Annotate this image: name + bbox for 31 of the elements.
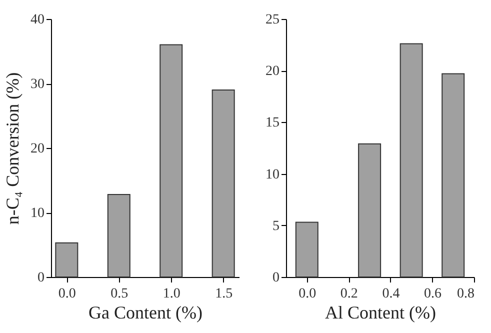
- y-tick-label: 25: [266, 12, 280, 28]
- bar: [160, 44, 183, 278]
- x-tick-label: 0.0: [298, 286, 316, 302]
- x-axis-title: Al Content (%): [325, 302, 436, 322]
- y-tick-label: 0: [38, 270, 44, 286]
- x-tick-label: 1.5: [215, 286, 233, 302]
- bar: [212, 89, 235, 278]
- bar: [55, 242, 78, 278]
- y-tick-label: 15: [266, 116, 280, 131]
- y-tick-label: 40: [30, 12, 44, 28]
- x-tick-label: 1.0: [162, 286, 180, 302]
- y-tick-label: 10: [266, 167, 280, 182]
- x-tick-label: 0.8: [457, 286, 474, 302]
- y-tick-label: 0: [272, 270, 280, 286]
- y-tick-label: 30: [30, 77, 44, 92]
- y-tick-label: 20: [266, 64, 280, 80]
- y-axis-title: n-C₄ Conversion (%): [2, 72, 22, 225]
- x-tick-label: 0.4: [382, 286, 400, 302]
- x-axis-title: Ga Content (%): [88, 302, 202, 322]
- bar: [358, 143, 382, 278]
- bar: [400, 43, 423, 278]
- y-tick-label: 5: [272, 218, 280, 234]
- y-tick-label: 20: [30, 142, 44, 156]
- bar: [107, 194, 130, 278]
- y-tick-label: 10: [30, 206, 44, 221]
- bar: [442, 73, 465, 278]
- x-tick-label: 0.0: [58, 286, 76, 302]
- bar: [295, 222, 318, 278]
- x-tick-label: 0.2: [340, 286, 358, 302]
- x-tick-label: 0.6: [424, 286, 442, 302]
- x-tick-label: 0.5: [110, 286, 128, 302]
